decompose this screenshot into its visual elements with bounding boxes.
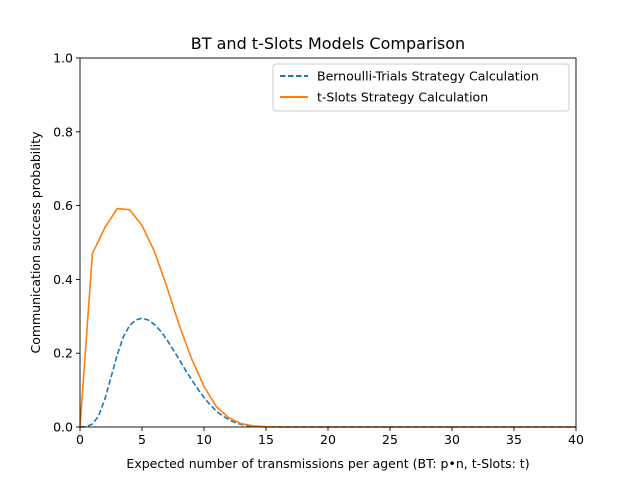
y-tick-label: 0.0 xyxy=(53,420,73,435)
x-tick-label: 10 xyxy=(196,432,212,447)
y-tick-label: 0.8 xyxy=(53,124,73,139)
chart-title: BT and t-Slots Models Comparison xyxy=(191,34,465,53)
y-axis-label: Communication success probability xyxy=(28,131,43,354)
y-tick-label: 1.0 xyxy=(53,51,73,66)
x-tick-label: 30 xyxy=(444,432,460,447)
x-tick-label: 0 xyxy=(76,432,84,447)
x-tick-label: 40 xyxy=(568,432,584,447)
x-axis-label: Expected number of transmissions per age… xyxy=(126,456,529,471)
x-tick-label: 20 xyxy=(320,432,336,447)
x-tick-label: 5 xyxy=(138,432,146,447)
plot-area: 0 5 10 15 20 25 30 35 40 0.0 0.2 0.4 0.6 0.8 1.0 xyxy=(53,51,584,448)
y-tick-label: 0.4 xyxy=(53,272,73,287)
y-tick-label: 0.6 xyxy=(53,198,73,213)
legend-frame xyxy=(272,63,570,112)
x-tick-label: 35 xyxy=(506,432,522,447)
legend-label-tslots: t-Slots Strategy Calculation xyxy=(317,90,488,105)
x-tick-label: 25 xyxy=(382,432,398,447)
legend: Bernoulli-Trials Strategy Calculation t-… xyxy=(272,63,570,112)
y-tick-label: 0.2 xyxy=(53,346,73,361)
x-tick-label: 15 xyxy=(258,432,274,447)
legend-label-bernoulli: Bernoulli-Trials Strategy Calculation xyxy=(317,69,539,84)
